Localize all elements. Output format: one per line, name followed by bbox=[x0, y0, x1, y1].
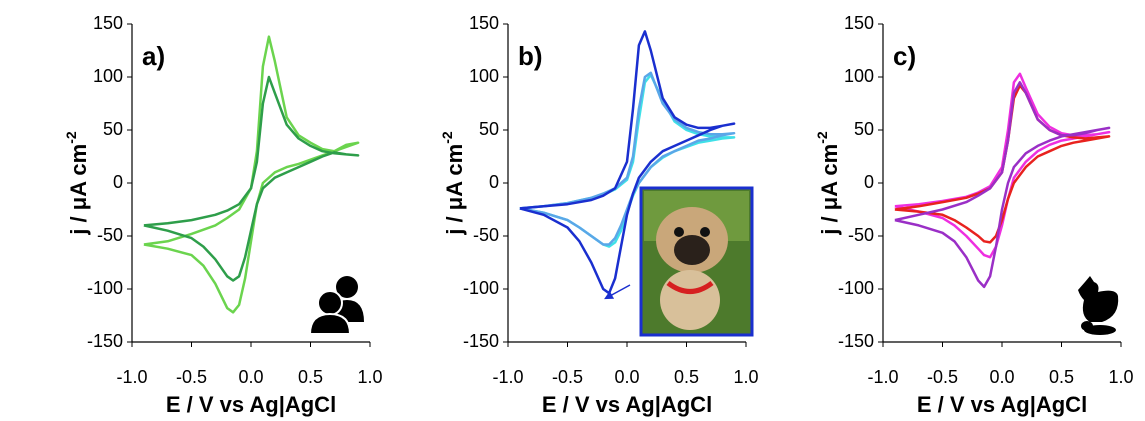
x-axis-title: E / V vs Ag|AgCl bbox=[166, 392, 336, 417]
y-axis-title-main: j / μA cm bbox=[817, 144, 842, 236]
x-tick-label: 0.5 bbox=[298, 367, 323, 387]
x-tick-label: -1.0 bbox=[116, 367, 147, 387]
panel-label: b) bbox=[518, 41, 543, 71]
y-axis-title-sup: -2 bbox=[439, 131, 455, 144]
cv-curve bbox=[519, 71, 736, 246]
y-axis-title: j / μA cm-2 bbox=[63, 131, 91, 236]
x-tick-label: 0.5 bbox=[1049, 367, 1074, 387]
y-tick-label: -150 bbox=[463, 331, 499, 351]
x-tick-label: 1.0 bbox=[733, 367, 758, 387]
y-axis-title-sup: -2 bbox=[814, 131, 830, 144]
y-tick-label: 0 bbox=[864, 172, 874, 192]
y-axis-title-sup: -2 bbox=[63, 131, 79, 144]
y-tick-label: -50 bbox=[473, 225, 499, 245]
y-tick-label: 100 bbox=[844, 66, 874, 86]
y-tick-label: -100 bbox=[838, 278, 874, 298]
y-axis-title-main: j / μA cm bbox=[442, 144, 467, 236]
y-tick-label: -150 bbox=[838, 331, 874, 351]
y-tick-label: 50 bbox=[479, 119, 499, 139]
cv-curve bbox=[894, 81, 1111, 289]
y-tick-label: -100 bbox=[463, 278, 499, 298]
cv-curve bbox=[894, 72, 1111, 259]
x-tick-label: -0.5 bbox=[927, 367, 958, 387]
x-tick-label: 1.0 bbox=[357, 367, 382, 387]
y-tick-label: 150 bbox=[469, 13, 499, 33]
y-axis-title: j / μA cm-2 bbox=[439, 131, 467, 236]
x-tick-label: -0.5 bbox=[176, 367, 207, 387]
y-tick-label: -150 bbox=[87, 331, 123, 351]
dog-photo bbox=[604, 186, 754, 337]
hen-icon bbox=[1078, 276, 1119, 335]
y-tick-label: 100 bbox=[469, 66, 499, 86]
x-tick-label: 0.0 bbox=[989, 367, 1014, 387]
x-tick-label: -0.5 bbox=[552, 367, 583, 387]
y-tick-label: -50 bbox=[848, 225, 874, 245]
people-icon bbox=[308, 276, 364, 335]
x-axis-title: E / V vs Ag|AgCl bbox=[917, 392, 1087, 417]
y-tick-label: -50 bbox=[97, 225, 123, 245]
y-tick-label: 50 bbox=[103, 119, 123, 139]
cv-curve bbox=[143, 35, 360, 314]
panel-label: a) bbox=[142, 41, 165, 71]
y-tick-label: 150 bbox=[844, 13, 874, 33]
y-tick-label: -100 bbox=[87, 278, 123, 298]
x-tick-label: 1.0 bbox=[1108, 367, 1133, 387]
cv-curve bbox=[143, 75, 360, 282]
x-tick-label: 0.0 bbox=[614, 367, 639, 387]
x-tick-label: -1.0 bbox=[867, 367, 898, 387]
x-axis-title: E / V vs Ag|AgCl bbox=[542, 392, 712, 417]
y-axis-title-main: j / μA cm bbox=[66, 144, 91, 236]
y-tick-label: 0 bbox=[489, 172, 499, 192]
y-tick-label: 100 bbox=[93, 66, 123, 86]
cv-curve bbox=[519, 73, 736, 248]
x-tick-label: -1.0 bbox=[492, 367, 523, 387]
x-tick-label: 0.0 bbox=[238, 367, 263, 387]
y-axis-title: j / μA cm-2 bbox=[814, 131, 842, 236]
y-tick-label: 50 bbox=[854, 119, 874, 139]
x-tick-label: 0.5 bbox=[674, 367, 699, 387]
y-tick-label: 150 bbox=[93, 13, 123, 33]
y-tick-label: 0 bbox=[113, 172, 123, 192]
panel-label: c) bbox=[893, 41, 916, 71]
